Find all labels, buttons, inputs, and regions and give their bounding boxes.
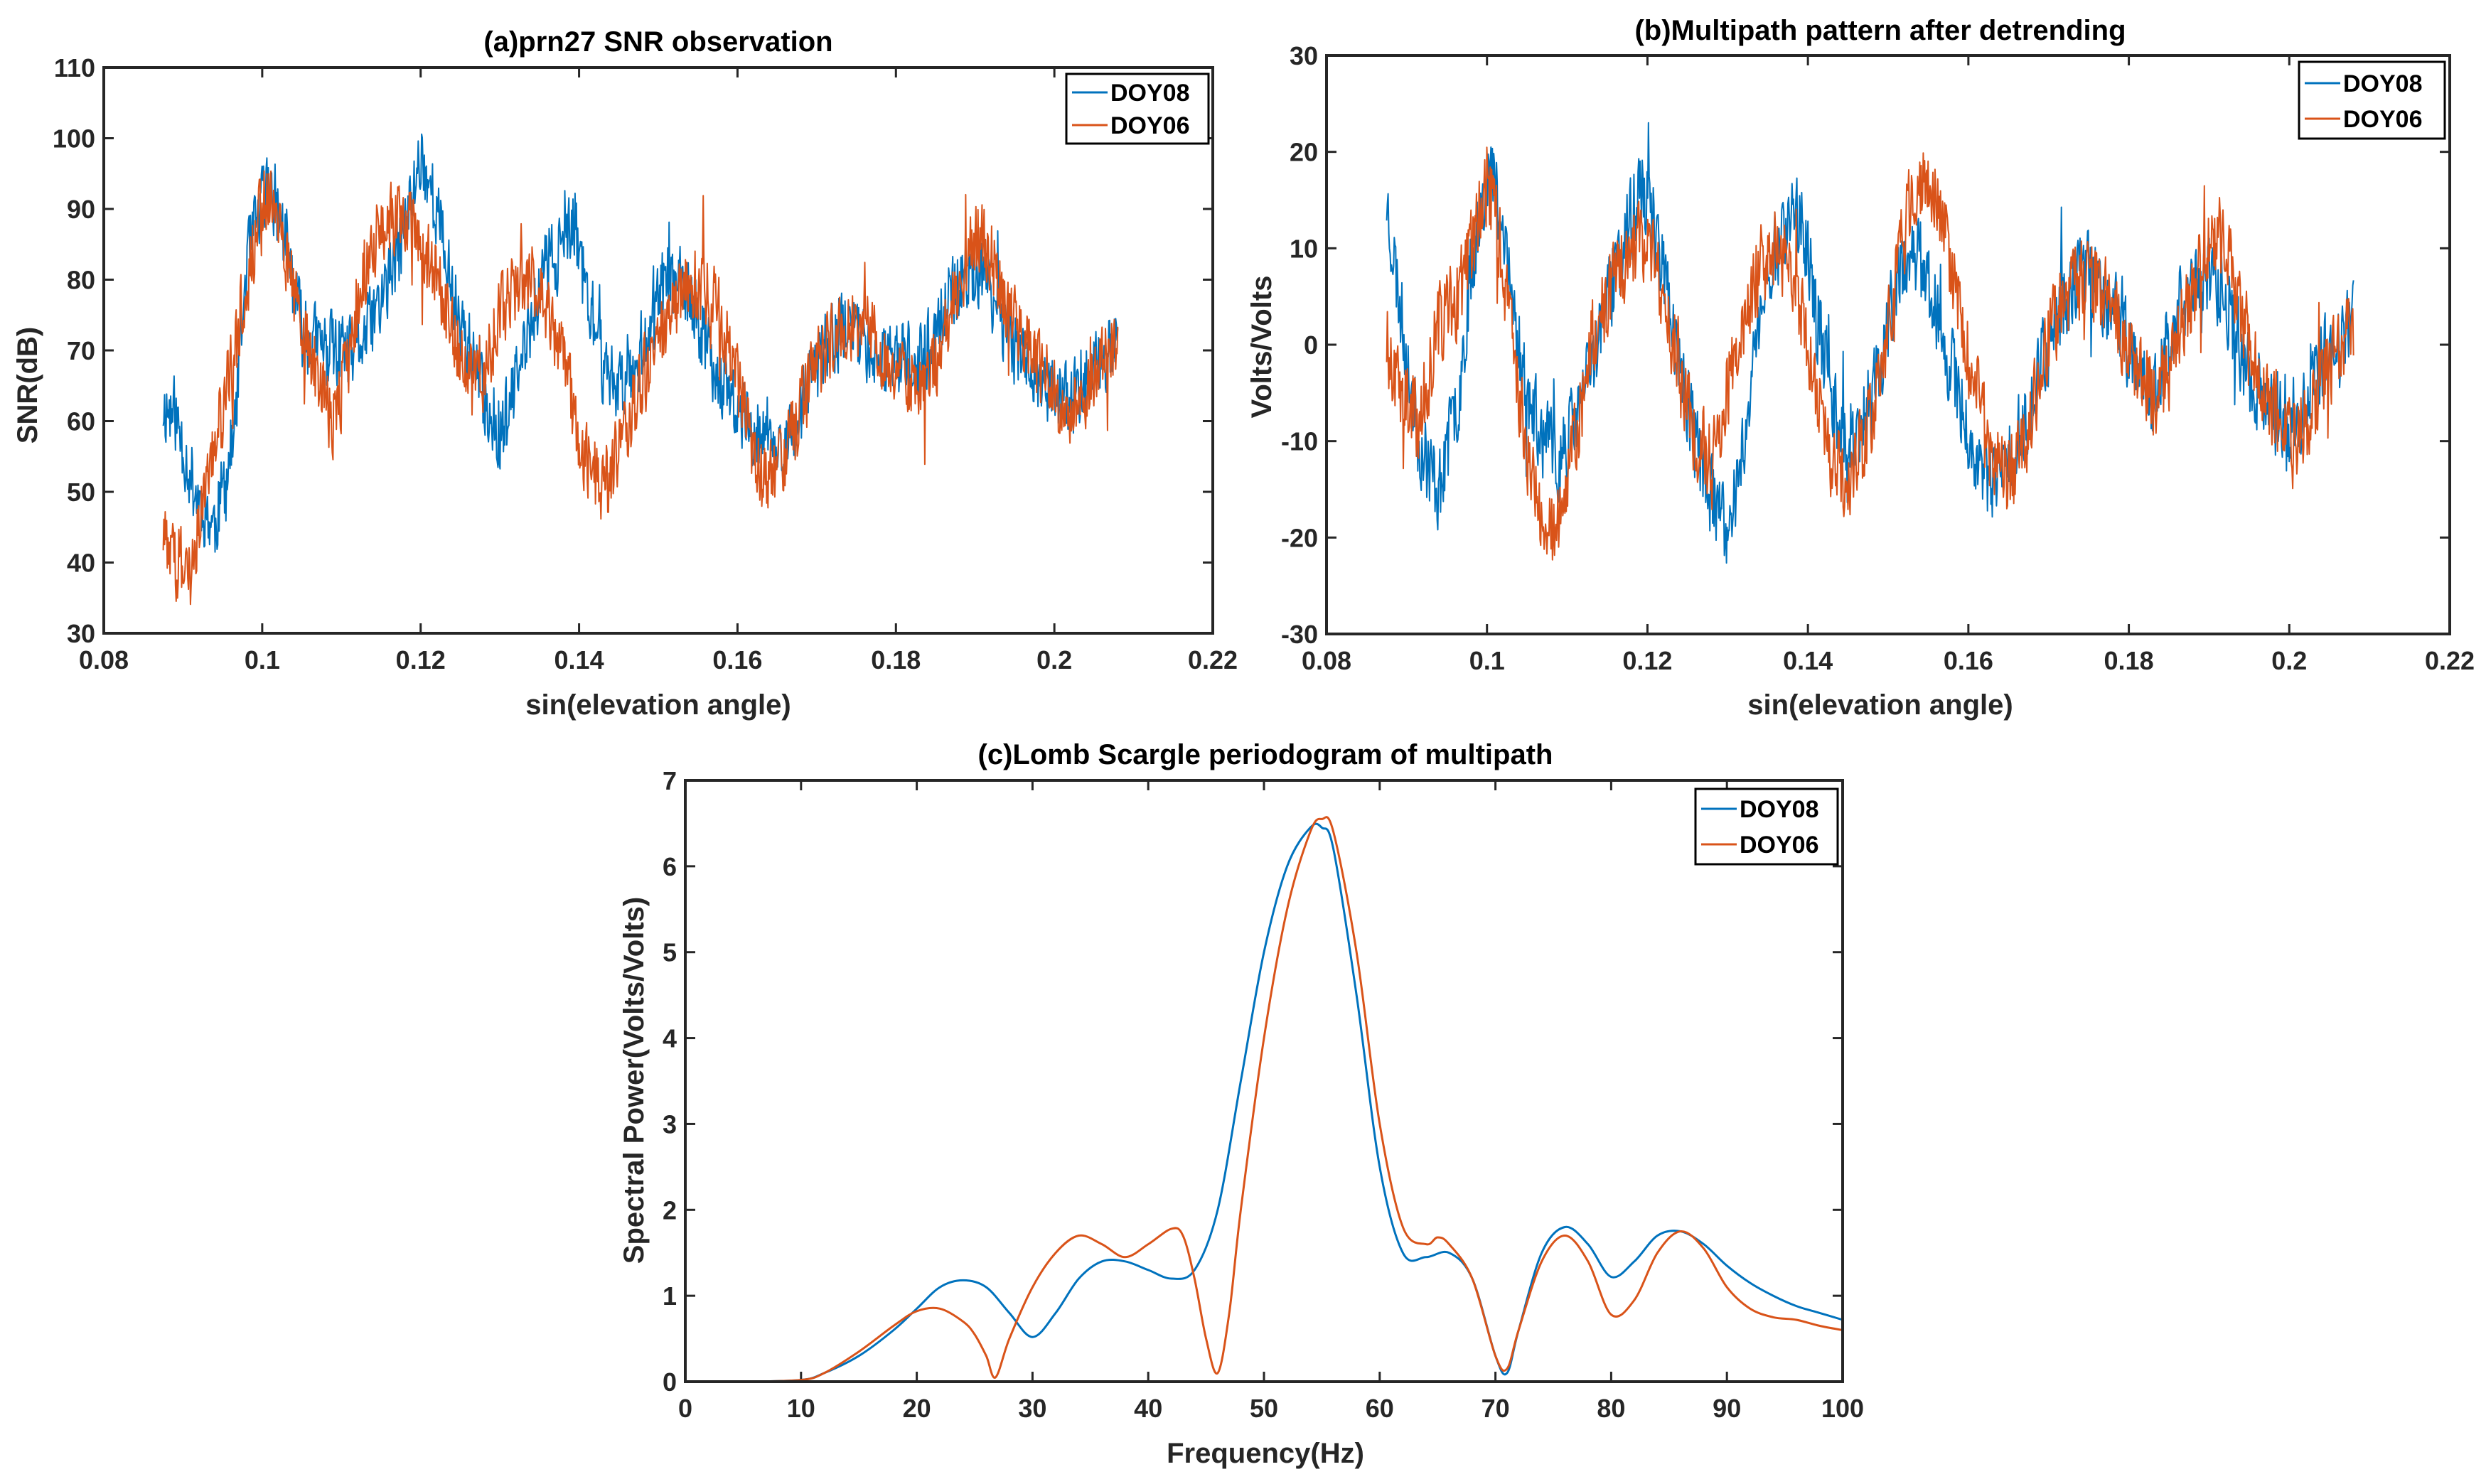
y-tick-label: 2: [663, 1195, 677, 1225]
x-tick-label: 0.18: [2104, 646, 2154, 675]
x-tick-label: 0.2: [2271, 646, 2307, 675]
y-tick-label: 4: [663, 1024, 677, 1053]
y-tick-label: 20: [1290, 138, 1318, 167]
y-tick-label: -30: [1281, 620, 1318, 649]
panel-c-yticks: 0 1 2 3 4 5 6 7: [663, 766, 1843, 1397]
panel-a-axes-box: [102, 66, 1214, 635]
panel-a-xticks: 0.08 0.1 0.12 0.14 0.16 0.18 0.2 0.22: [79, 68, 1238, 674]
panel-c-ylabel: Spectral Power(Volts/Volts): [618, 897, 650, 1264]
panel-a-legend: DOY08 DOY06: [1065, 72, 1210, 145]
y-tick-label: 50: [67, 478, 95, 507]
panel-a-ylabel: SNR(dB): [12, 327, 43, 443]
y-tick-label: 10: [1290, 234, 1318, 263]
x-tick-label: 70: [1482, 1394, 1510, 1423]
panel-c-title: (c)Lomb Scargle periodogram of multipath: [978, 739, 1553, 770]
x-tick-label: 0.1: [1469, 646, 1505, 675]
x-tick-label: 0.12: [1622, 646, 1672, 675]
x-tick-label: 0.08: [79, 645, 129, 674]
x-tick-label: 0.18: [871, 645, 921, 674]
panel-c-series: [685, 816, 1843, 1383]
panel-a-xlabel: sin(elevation angle): [525, 689, 791, 721]
x-tick-label: 10: [787, 1394, 815, 1423]
x-tick-label: 0.12: [396, 645, 446, 674]
y-tick-label: 110: [54, 53, 95, 82]
panel-b-legend: DOY08 DOY06: [2298, 60, 2446, 140]
y-tick-label: 3: [663, 1109, 677, 1139]
x-tick-label: 60: [1366, 1394, 1394, 1423]
y-tick-label: 100: [53, 124, 95, 154]
y-tick-label: 6: [663, 852, 677, 881]
x-tick-label: 0: [678, 1394, 692, 1423]
panel-b-title: (b)Multipath pattern after detrending: [1634, 15, 2126, 46]
y-tick-label: 7: [663, 766, 677, 795]
panel-a-legend-label-doy06: DOY06: [1110, 112, 1190, 139]
panel-b-axes-box: [1325, 54, 2451, 635]
panel-b-yticks: -30 -20 -10 0 10 20 30: [1281, 41, 2450, 649]
panel-c-legend: DOY08 DOY06: [1694, 787, 1839, 866]
x-tick-label: 100: [1821, 1394, 1864, 1423]
panel-b-series: [1386, 122, 2354, 564]
x-tick-label: 0.14: [1783, 646, 1833, 675]
panel-a-yticks: 30 40 50 60 70 80 90 100 110: [53, 53, 1213, 648]
y-tick-label: 30: [67, 619, 95, 648]
y-tick-label: 30: [1290, 41, 1318, 70]
panel-c-legend-label-doy06: DOY06: [1740, 832, 1819, 859]
series-line-doy06: [685, 816, 1843, 1383]
y-tick-label: 0: [663, 1367, 677, 1397]
series-line-doy08: [685, 822, 1843, 1383]
y-tick-label: 60: [67, 407, 95, 436]
panel-c-axes-box: [684, 779, 1844, 1383]
x-tick-label: 0.16: [1944, 646, 1993, 675]
x-tick-label: 80: [1597, 1394, 1625, 1423]
y-tick-label: -10: [1281, 427, 1318, 456]
panel-c-legend-box: [1694, 787, 1839, 866]
y-tick-label: 5: [663, 938, 677, 967]
panel-a-title: (a)prn27 SNR observation: [483, 26, 832, 58]
x-tick-label: 50: [1250, 1394, 1278, 1423]
panel-c-periodogram: (c)Lomb Scargle periodogram of multipath…: [618, 739, 1864, 1469]
x-tick-label: 90: [1713, 1394, 1741, 1423]
panel-a-legend-label-doy08: DOY08: [1110, 80, 1190, 107]
panel-a-legend-box: [1065, 72, 1210, 145]
panel-a-snr-observation: (a)prn27 SNR observation sin(elevation a…: [12, 26, 1238, 721]
series-line-doy06: [162, 170, 1119, 606]
x-tick-label: 0.08: [1302, 646, 1351, 675]
y-tick-label: 90: [67, 195, 95, 224]
y-tick-label: 0: [1304, 330, 1318, 360]
x-tick-label: 40: [1134, 1394, 1162, 1423]
panel-c-xlabel: Frequency(Hz): [1167, 1438, 1364, 1469]
y-tick-label: 70: [67, 336, 95, 365]
x-tick-label: 0.22: [2425, 646, 2475, 675]
panel-b-multipath-pattern: (b)Multipath pattern after detrending si…: [1246, 15, 2475, 721]
y-tick-label: 80: [67, 266, 95, 295]
x-tick-label: 0.22: [1188, 645, 1238, 674]
x-tick-label: 30: [1018, 1394, 1046, 1423]
x-tick-label: 0.16: [712, 645, 762, 674]
y-tick-label: -20: [1281, 523, 1318, 552]
x-tick-label: 0.1: [245, 645, 280, 674]
panel-b-legend-label-doy08: DOY08: [2343, 70, 2423, 97]
panel-b-legend-box: [2298, 60, 2446, 140]
panel-a-series: [162, 133, 1119, 606]
x-tick-label: 0.14: [554, 645, 604, 674]
y-tick-label: 1: [663, 1281, 677, 1311]
panel-b-legend-label-doy06: DOY06: [2343, 106, 2423, 133]
x-tick-label: 0.2: [1036, 645, 1072, 674]
x-tick-label: 20: [903, 1394, 931, 1423]
y-tick-label: 40: [67, 549, 95, 578]
panel-b-ylabel: Volts/Volts: [1246, 276, 1277, 419]
series-line-doy06: [1386, 146, 2354, 561]
panel-b-xlabel: sin(elevation angle): [1747, 689, 2013, 721]
panel-c-legend-label-doy08: DOY08: [1740, 796, 1819, 823]
